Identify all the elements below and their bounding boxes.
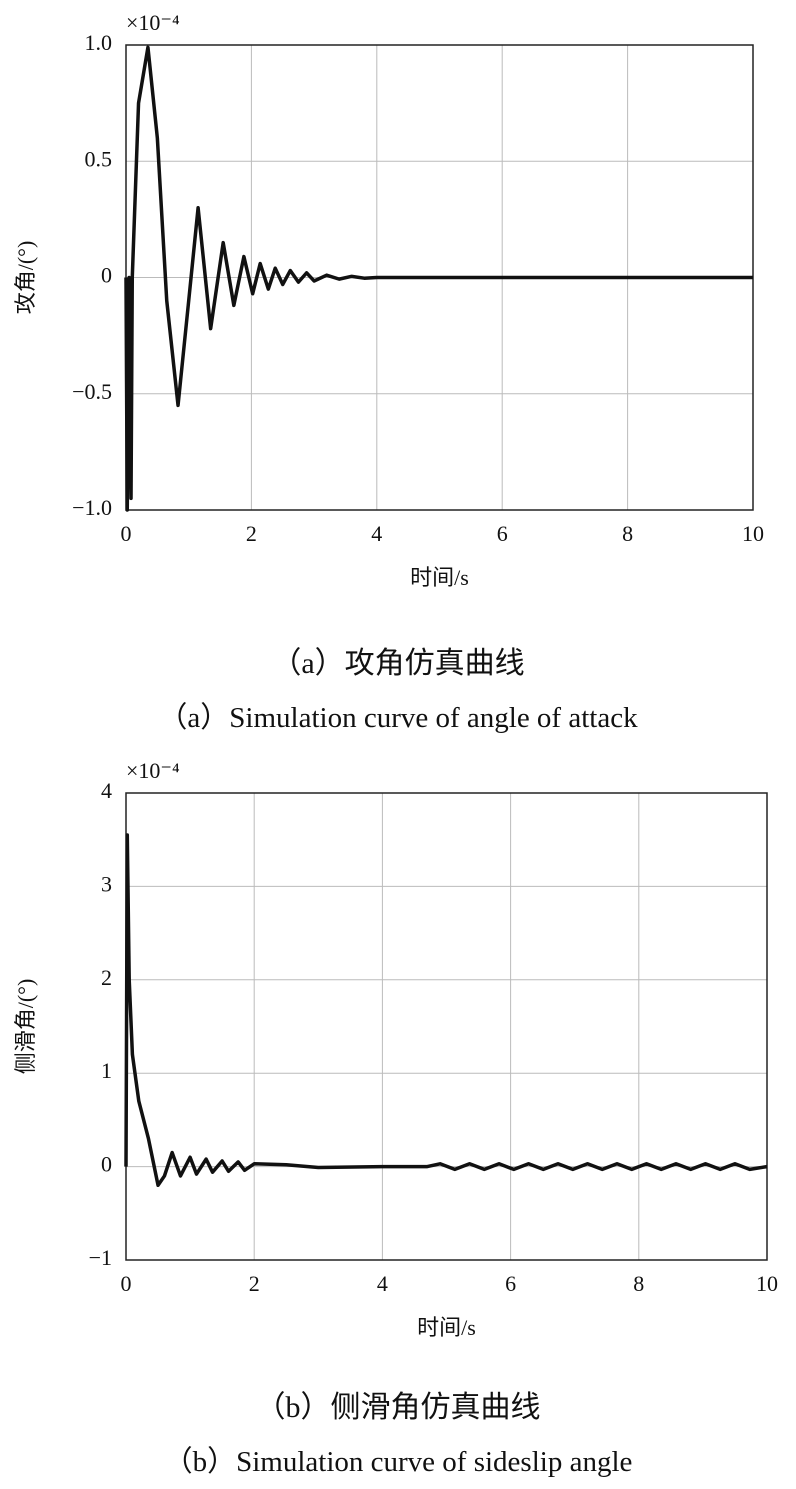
caption-en: （b）Simulation curve of sideslip angle <box>163 1446 633 1478</box>
x-tick-label: 10 <box>742 521 764 546</box>
y-tick-label: −0.5 <box>72 379 112 404</box>
caption: （b）侧滑角仿真曲线 <box>255 1391 541 1424</box>
x-tick-label: 4 <box>371 521 382 546</box>
y-tick-label: 1 <box>101 1058 112 1083</box>
y-tick-label: 1.0 <box>85 30 113 55</box>
y-tick-label: 0.5 <box>85 146 113 171</box>
x-tick-label: 8 <box>633 1271 644 1296</box>
data-line <box>124 833 768 1188</box>
x-tick-label: 6 <box>505 1271 516 1296</box>
x-tick-label: 8 <box>622 521 633 546</box>
x-tick-label: 6 <box>497 521 508 546</box>
caption: （a）攻角仿真曲线 <box>271 647 525 680</box>
plot-frame <box>125 792 768 1261</box>
caption-en: （a）Simulation curve of angle of attack <box>158 702 638 734</box>
y-axis-label: 侧滑角/(°) <box>13 979 38 1075</box>
y-tick-label: −1 <box>89 1245 112 1270</box>
x-tick-label: 2 <box>246 521 257 546</box>
y-tick-label: −1.0 <box>72 495 112 520</box>
x-tick-label: 2 <box>249 1271 260 1296</box>
y-tick-label: 2 <box>101 965 112 990</box>
x-axis-label: 时间/s <box>410 565 469 590</box>
axis-multiplier: ×10⁻⁴ <box>126 10 180 35</box>
x-tick-label: 10 <box>756 1271 778 1296</box>
x-tick-label: 4 <box>377 1271 388 1296</box>
y-tick-label: 3 <box>101 871 112 896</box>
y-tick-label: 0 <box>101 1152 112 1177</box>
data-line <box>124 45 753 512</box>
axis-multiplier: ×10⁻⁴ <box>126 758 180 783</box>
y-tick-label: 0 <box>101 263 112 288</box>
x-axis-label: 时间/s <box>417 1315 476 1340</box>
y-axis-label: 攻角/(°) <box>13 241 38 315</box>
x-tick-label: 0 <box>121 1271 132 1296</box>
x-tick-label: 0 <box>121 521 132 546</box>
y-tick-label: 4 <box>101 778 112 803</box>
